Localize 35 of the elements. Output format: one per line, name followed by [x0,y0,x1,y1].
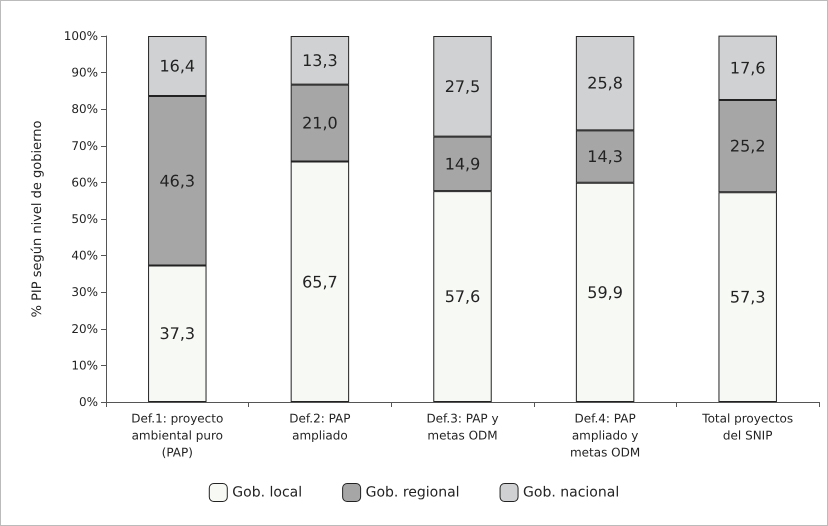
y-tick-label: 60% [71,175,98,190]
y-axis-title: % PIP según nivel de gobierno [30,120,45,318]
data-label: 59,9 [587,282,623,302]
y-tick-label: 100% [64,29,98,43]
x-tick-label: Def.1: proyecto ambiental puro (PAP) [131,412,224,460]
x-tick-label: Def.4: PAP ampliado y metas ODM [570,412,640,460]
y-tick-label: 20% [71,322,98,336]
data-label: 17,6 [730,58,766,78]
legend-label: Gob. local [232,484,302,500]
legend-label: Gob. regional [366,484,460,500]
y-tick-label: 0% [78,395,98,409]
data-label: 25,2 [730,136,766,156]
data-label: 16,4 [159,56,196,76]
data-label: 13,3 [302,50,338,70]
y-tick-label: 90% [71,66,98,80]
data-label: 25,8 [587,74,623,93]
data-label: 46,3 [159,171,196,190]
data-label: 27,5 [444,76,480,96]
data-label: 14,3 [587,147,623,166]
data-label: 21,0 [302,114,338,133]
y-tick-label: 10% [71,358,98,372]
y-tick-label: 80% [71,102,98,116]
data-label: 37,3 [159,324,196,344]
legend-label: Gob. nacional [523,484,620,500]
x-tick-label: Def.2: PAP ampliado [289,412,350,442]
data-label: 57,6 [444,287,480,306]
y-tick-label: 70% [71,138,98,153]
y-tick-label: 40% [71,248,98,263]
x-tick-label: Def.3: PAP y metas ODM [426,412,499,442]
data-label: 65,7 [302,272,338,292]
data-label: 14,9 [444,154,480,174]
x-tick-label: Total proyectos del SNIP [701,412,794,442]
y-tick-label: 30% [71,285,98,300]
y-tick-label: 50% [71,212,98,226]
data-label: 57,3 [730,288,766,307]
